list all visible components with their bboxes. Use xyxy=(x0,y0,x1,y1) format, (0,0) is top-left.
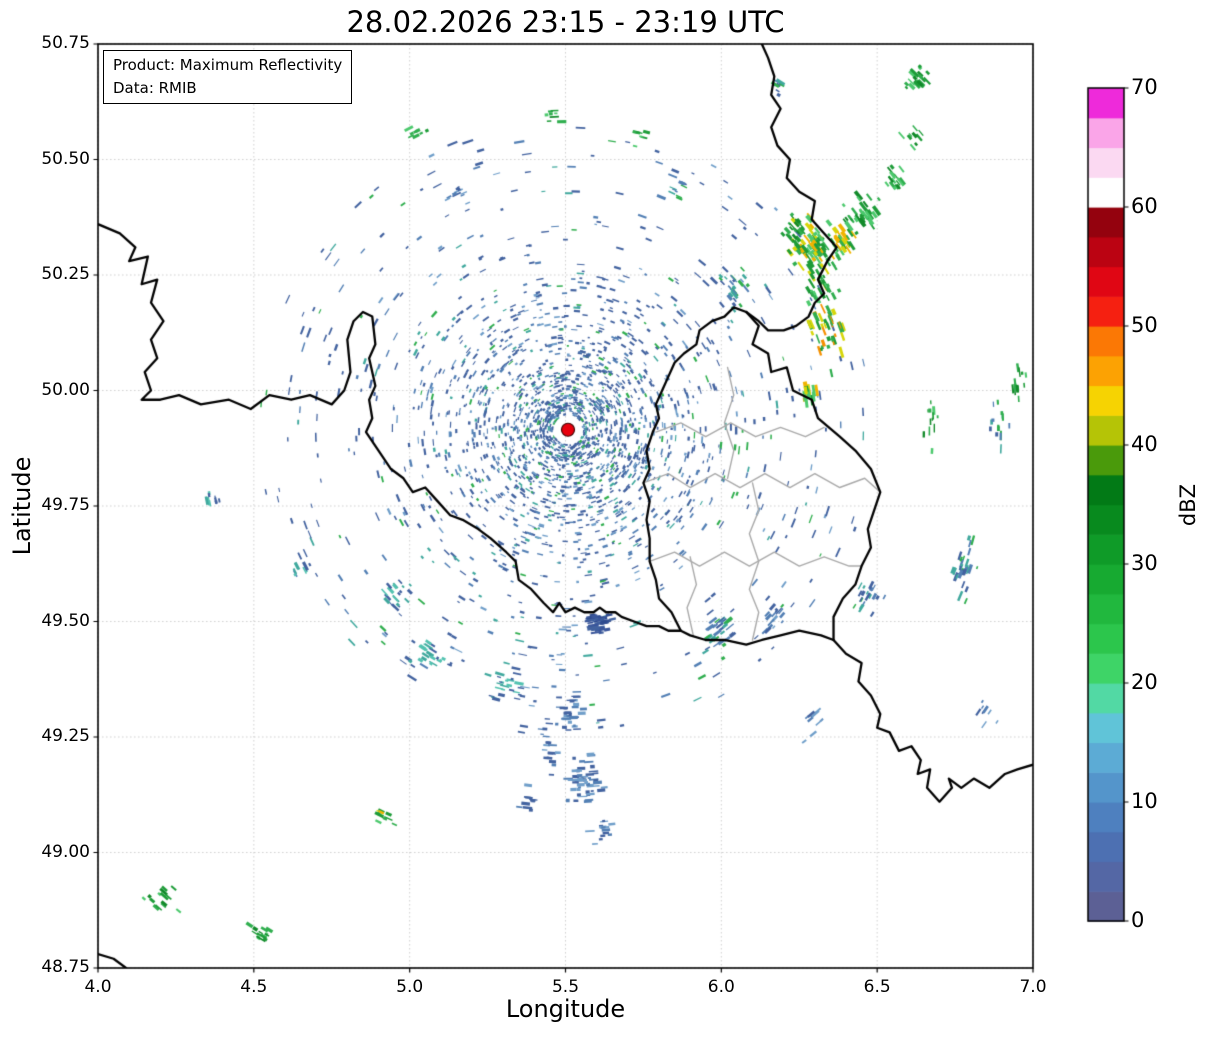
y-tick-label: 49.75 xyxy=(41,495,90,515)
colorbar-tick-label: 60 xyxy=(1131,194,1158,218)
x-tick-label: 5.5 xyxy=(551,977,580,997)
y-tick-label: 48.75 xyxy=(41,957,90,977)
x-tick-label: 6.5 xyxy=(863,977,891,997)
product-annotation-box: Product: Maximum Reflectivity Data: RMIB xyxy=(103,50,353,104)
y-tick-label: 49.25 xyxy=(41,726,90,746)
x-tick-label: 4.0 xyxy=(84,977,112,997)
colorbar-tick-label: 0 xyxy=(1131,908,1145,932)
colorbar-tick-label: 50 xyxy=(1131,313,1158,337)
y-tick-label: 50.25 xyxy=(41,264,90,284)
x-tick-label: 6.0 xyxy=(707,977,735,997)
colorbar-tick-label: 20 xyxy=(1131,670,1158,694)
y-tick-label: 49.00 xyxy=(41,841,90,862)
y-tick-label: 50.75 xyxy=(41,33,90,53)
y-tick-label: 50.50 xyxy=(41,148,90,169)
colorbar-label: dBZ xyxy=(1176,483,1200,527)
x-axis-label: Longitude xyxy=(505,995,626,1023)
colorbar-tick-label: 70 xyxy=(1131,75,1158,99)
annotation-source-line: Data: RMIB xyxy=(113,78,197,97)
y-tick-label: 49.50 xyxy=(41,610,90,631)
annotation-product-line: Product: Maximum Reflectivity xyxy=(113,56,343,74)
y-tick-label: 50.00 xyxy=(41,379,90,400)
colorbar-tick-label: 30 xyxy=(1131,551,1158,575)
x-tick-label: 5.0 xyxy=(396,977,424,997)
colorbar-tick-label: 40 xyxy=(1131,432,1158,456)
colorbar-tick-label: 10 xyxy=(1131,789,1158,813)
x-tick-label: 4.5 xyxy=(240,977,268,997)
figure-title: 28.02.2026 23:15 - 23:19 UTC xyxy=(346,5,785,39)
x-tick-label: 7.0 xyxy=(1019,977,1047,997)
